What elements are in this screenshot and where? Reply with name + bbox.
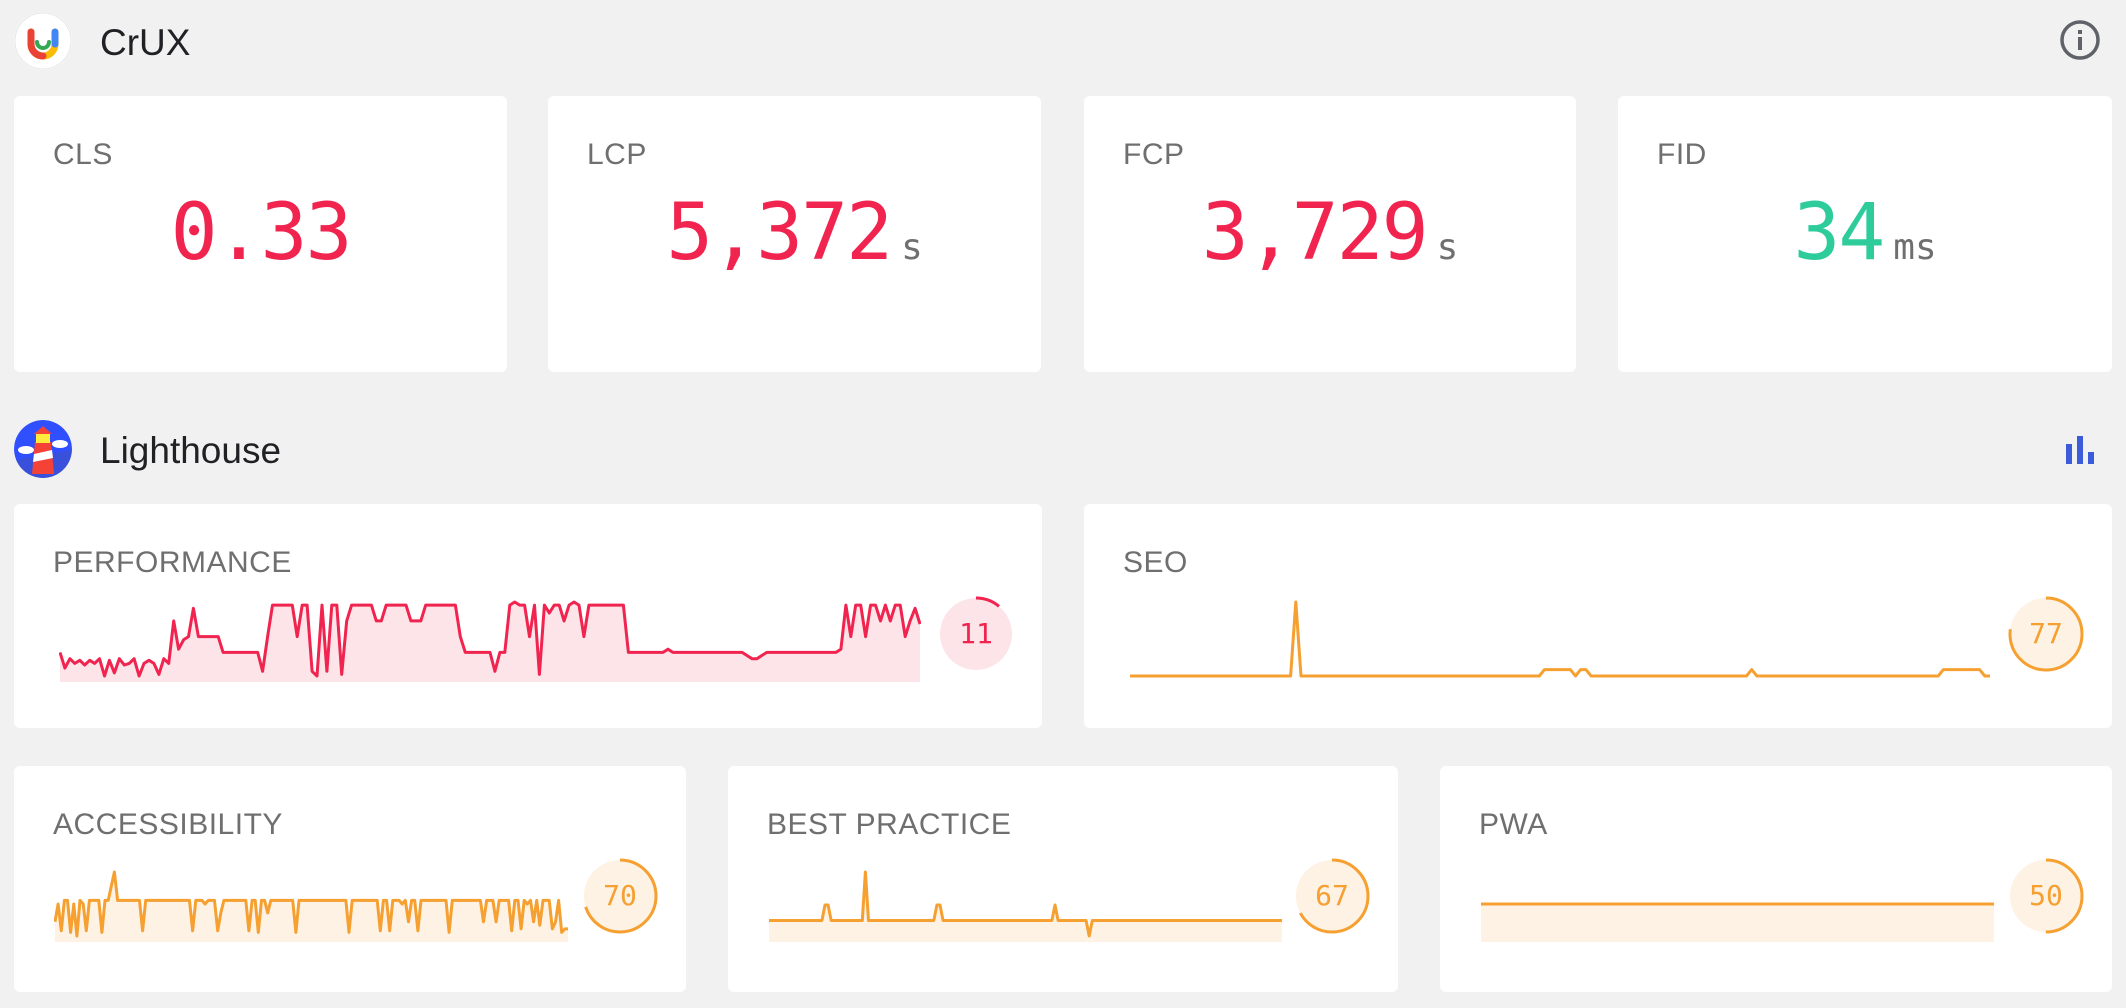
- metric-value: 3,729: [1201, 188, 1429, 278]
- metric-card-fcp: FCP 3,729 s: [1084, 96, 1576, 372]
- gauge-arc: [582, 858, 658, 934]
- best-practice-sparkline: [769, 870, 1282, 942]
- crux-title: CrUX: [100, 22, 191, 63]
- metric-unit: s: [901, 227, 923, 268]
- pwa-score-gauge: 50: [2006, 856, 2086, 936]
- sparkline-area: [769, 872, 1282, 942]
- gauge-background: [2010, 598, 2082, 670]
- info-icon[interactable]: [2058, 18, 2102, 67]
- score-value: 77: [2029, 617, 2063, 650]
- metric-value-group: 0.33: [14, 188, 507, 278]
- metric-card-lcp: LCP 5,372 s: [548, 96, 1041, 372]
- crux-header: CrUX: [14, 12, 2114, 72]
- gauge-background: [940, 598, 1012, 670]
- chart-title: ACCESSIBILITY: [53, 808, 283, 841]
- chart-title: SEO: [1123, 546, 1188, 579]
- gauge-background: [2010, 860, 2082, 932]
- sparkline-area: [1481, 904, 1994, 942]
- metric-label: LCP: [587, 138, 647, 171]
- metric-value-group: 5,372 s: [548, 188, 1041, 278]
- best-practice-score-gauge: 67: [1292, 856, 1372, 936]
- metric-label: FCP: [1123, 138, 1185, 171]
- accessibility-score-gauge: 70: [580, 856, 660, 936]
- chart-title: PERFORMANCE: [53, 546, 292, 579]
- lighthouse-card-performance: PERFORMANCE 11: [14, 504, 1042, 728]
- score-value: 67: [1315, 879, 1349, 912]
- performance-sparkline: [59, 600, 921, 682]
- sparkline-line: [769, 870, 1282, 938]
- score-value: 50: [2029, 879, 2063, 912]
- lighthouse-title: Lighthouse: [100, 430, 282, 471]
- metric-unit: s: [1436, 227, 1459, 268]
- lighthouse-card-pwa: PWA 50: [1440, 766, 2112, 992]
- chart-title: PWA: [1479, 808, 1548, 841]
- metric-value-group: 3,729 s: [1084, 188, 1576, 278]
- lighthouse-card-accessibility: ACCESSIBILITY 70: [14, 766, 686, 992]
- gauge-background: [1296, 860, 1368, 932]
- accessibility-sparkline: [54, 870, 568, 942]
- metric-value: 34: [1793, 188, 1885, 278]
- pwa-sparkline: [1481, 902, 1994, 942]
- score-value: 70: [603, 879, 637, 912]
- sparkline-line: [1130, 600, 1990, 678]
- metric-value-group: 34 ms: [1618, 188, 2112, 278]
- gauge-background: [584, 860, 656, 932]
- sparkline-area: [60, 602, 920, 682]
- metric-card-fid: FID 34 ms: [1618, 96, 2112, 372]
- metric-label: CLS: [53, 138, 113, 171]
- lighthouse-card-best-practice: BEST PRACTICE 67: [728, 766, 1398, 992]
- metric-card-cls: CLS 0.33: [14, 96, 507, 372]
- lighthouse-card-seo: SEO 77: [1084, 504, 2112, 728]
- crux-logo-icon: [14, 12, 72, 70]
- gauge-arc: [2008, 596, 2084, 672]
- lighthouse-header: Lighthouse: [14, 420, 2114, 480]
- sparkline-line: [54, 870, 568, 938]
- bar-chart-icon[interactable]: [2062, 432, 2098, 473]
- seo-sparkline: [1130, 600, 1990, 678]
- metric-value: 0.33: [170, 188, 353, 278]
- lighthouse-logo-icon: [14, 420, 72, 478]
- seo-score-gauge: 77: [2006, 594, 2086, 674]
- metric-label: FID: [1657, 138, 1707, 171]
- sparkline-line: [59, 600, 921, 678]
- chart-title: BEST PRACTICE: [767, 808, 1012, 841]
- performance-score-gauge: 11: [936, 594, 1016, 674]
- metric-value: 5,372: [666, 188, 893, 278]
- gauge-arc: [938, 596, 1014, 672]
- gauge-arc: [1294, 858, 1370, 934]
- sparkline-area: [55, 872, 568, 942]
- gauge-arc: [2008, 858, 2084, 934]
- metric-unit: ms: [1893, 227, 1937, 268]
- score-value: 11: [959, 617, 993, 650]
